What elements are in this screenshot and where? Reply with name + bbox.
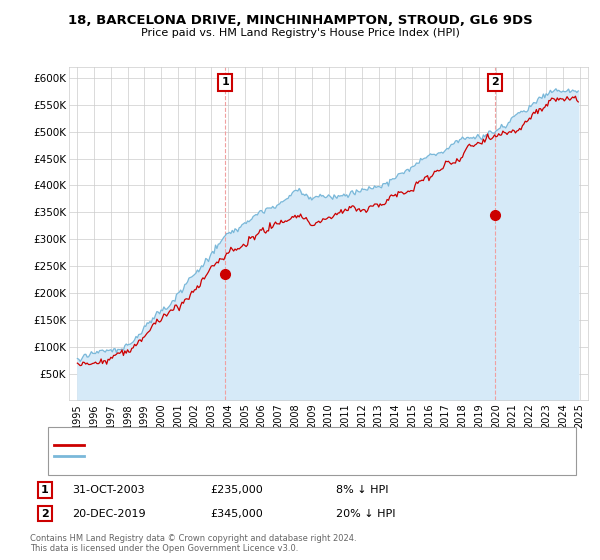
Text: 8% ↓ HPI: 8% ↓ HPI (336, 485, 389, 495)
Text: 18, BARCELONA DRIVE, MINCHINHAMPTON, STROUD, GL6 9DS: 18, BARCELONA DRIVE, MINCHINHAMPTON, STR… (68, 14, 532, 27)
Text: £235,000: £235,000 (210, 485, 263, 495)
Text: £345,000: £345,000 (210, 508, 263, 519)
Text: Contains HM Land Registry data © Crown copyright and database right 2024.
This d: Contains HM Land Registry data © Crown c… (30, 534, 356, 553)
Text: 2: 2 (41, 508, 49, 519)
Text: 1: 1 (41, 485, 49, 495)
Text: Price paid vs. HM Land Registry's House Price Index (HPI): Price paid vs. HM Land Registry's House … (140, 28, 460, 38)
Text: 18, BARCELONA DRIVE, MINCHINHAMPTON, STROUD, GL6 9DS (detached house): 18, BARCELONA DRIVE, MINCHINHAMPTON, STR… (90, 440, 485, 450)
Text: 20-DEC-2019: 20-DEC-2019 (72, 508, 146, 519)
Text: 31-OCT-2003: 31-OCT-2003 (72, 485, 145, 495)
Text: HPI: Average price, detached house, Stroud: HPI: Average price, detached house, Stro… (90, 451, 303, 461)
Text: 1: 1 (221, 77, 229, 87)
Text: 20% ↓ HPI: 20% ↓ HPI (336, 508, 395, 519)
Text: 2: 2 (491, 77, 499, 87)
